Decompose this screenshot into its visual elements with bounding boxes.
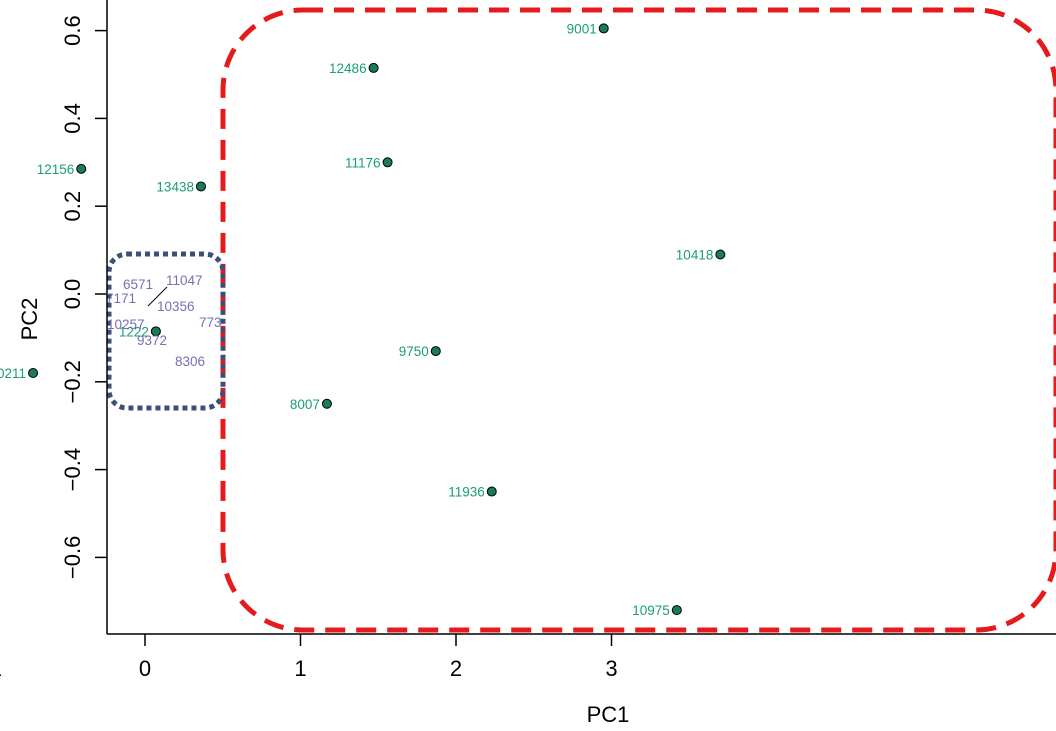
- red-cluster-box: [220, 7, 1056, 633]
- x-tick-label: 3: [605, 656, 617, 681]
- data-point: [715, 249, 726, 260]
- y-tick-label: −0.6: [60, 536, 85, 579]
- data-points: [28, 23, 726, 616]
- data-label: 11936: [448, 485, 485, 500]
- data-label: 8306: [175, 354, 205, 369]
- data-label: 11047: [166, 273, 203, 288]
- data-label: 10257: [107, 317, 145, 332]
- y-tick-label: −0.2: [60, 360, 85, 403]
- x-axis-title: PC1: [587, 702, 630, 727]
- x-tick-label: 0: [139, 656, 151, 681]
- y-axis-ticks: −0.6 −0.4 −0.2 0.0 0.2 0.4 0.6: [60, 15, 107, 579]
- y-tick-label: 0.0: [60, 279, 85, 310]
- data-label: 773: [199, 315, 222, 330]
- data-label: 1222: [119, 324, 149, 339]
- data-label: 6571: [123, 277, 153, 292]
- data-point: [671, 605, 682, 616]
- axes: [106, 0, 1056, 635]
- data-point: [486, 486, 497, 497]
- data-label: 8007: [290, 397, 320, 412]
- data-label: 10211: [0, 366, 26, 381]
- data-point: [368, 62, 379, 73]
- highlight-boxes: [106, 7, 1056, 633]
- y-tick-label: −0.4: [60, 448, 85, 491]
- y-tick-label: 0.2: [60, 191, 85, 222]
- data-point: [430, 346, 441, 357]
- data-label: 10356: [157, 299, 195, 314]
- data-point: [76, 163, 87, 174]
- data-label: 12486: [329, 61, 367, 76]
- y-tick-label: 0.4: [60, 103, 85, 134]
- data-label: 9001: [567, 21, 597, 36]
- data-label: 13438: [156, 179, 194, 194]
- x-tick-label: 1: [294, 656, 306, 681]
- data-point: [382, 157, 393, 168]
- y-axis-title: PC2: [17, 298, 42, 341]
- data-point: [150, 326, 161, 337]
- data-label: 12156: [37, 162, 75, 177]
- data-point: [28, 368, 39, 379]
- data-label: 7171: [106, 291, 136, 306]
- data-point: [321, 398, 332, 409]
- data-point: [195, 181, 206, 192]
- x-tick-label: −1: [0, 656, 2, 681]
- data-label: 9750: [399, 344, 429, 359]
- data-labels: 9001124861215611176134381066210418747512…: [0, 21, 713, 618]
- data-label: 10418: [676, 247, 714, 262]
- label-leader-line: [147, 286, 168, 307]
- data-label: 10975: [632, 603, 670, 618]
- data-label: 9372: [137, 333, 167, 348]
- data-point: [598, 23, 609, 34]
- blue-cluster-box: [106, 251, 226, 411]
- x-tick-label: 2: [450, 656, 462, 681]
- x-axis-ticks: −2−10123: [0, 634, 618, 681]
- y-tick-label: 0.6: [60, 15, 85, 46]
- data-label: 11176: [345, 155, 381, 170]
